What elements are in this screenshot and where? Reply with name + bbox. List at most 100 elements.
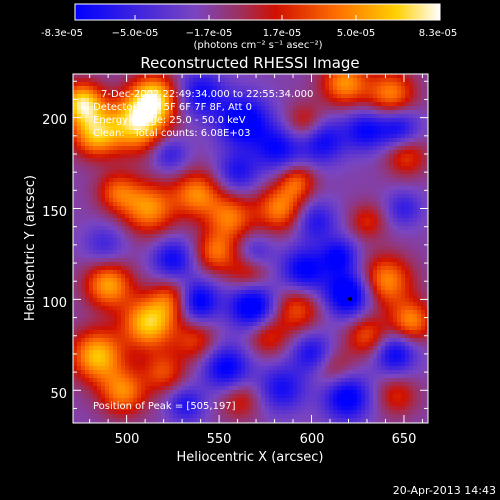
heatmap-cell [137, 202, 141, 206]
heatmap-cell [233, 222, 237, 226]
heatmap-cell [109, 294, 113, 298]
heatmap-cell [245, 242, 249, 246]
heatmap-cell [389, 230, 393, 234]
heatmap-cell [357, 242, 361, 246]
heatmap-cell [325, 90, 329, 94]
heatmap-cell [205, 290, 209, 294]
heatmap-cell [349, 210, 353, 214]
heatmap-cell [109, 234, 113, 238]
heatmap-cell [153, 222, 157, 226]
heatmap-cell [409, 270, 413, 274]
heatmap-cell [269, 186, 273, 190]
heatmap-cell [329, 154, 333, 158]
heatmap-cell [265, 170, 269, 174]
heatmap-cell [233, 126, 237, 130]
heatmap-cell [341, 274, 345, 278]
heatmap-cell [273, 182, 277, 186]
heatmap-cell [121, 170, 125, 174]
heatmap-cell [425, 142, 428, 146]
heatmap-cell [81, 126, 85, 130]
heatmap-cell [397, 206, 401, 210]
heatmap-cell [329, 222, 333, 226]
heatmap-cell [145, 206, 149, 210]
heatmap-cell [237, 194, 241, 198]
heatmap-cell [121, 238, 125, 242]
heatmap-cell [265, 138, 269, 142]
heatmap-cell [233, 266, 237, 270]
heatmap-cell [381, 142, 385, 146]
heatmap-cell [289, 222, 293, 226]
heatmap-cell [221, 138, 225, 142]
heatmap-cell [269, 242, 273, 246]
heatmap-cell [101, 150, 105, 154]
heatmap-cell [361, 226, 365, 230]
heatmap-cell [325, 226, 329, 230]
heatmap-cell [341, 286, 345, 290]
heatmap-cell [181, 286, 185, 290]
heatmap-cell [73, 126, 77, 130]
heatmap-cell [425, 162, 428, 166]
heatmap-cell [401, 126, 405, 130]
heatmap-cell [93, 238, 97, 242]
heatmap-cell [73, 226, 77, 230]
heatmap-cell [297, 90, 301, 94]
heatmap-cell [165, 202, 169, 206]
heatmap-cell [149, 110, 153, 114]
heatmap-cell [361, 270, 365, 274]
heatmap-cell [313, 250, 317, 254]
heatmap-cell [421, 282, 425, 286]
heatmap-cell [129, 174, 133, 178]
heatmap-cell [229, 142, 233, 146]
heatmap-cell [289, 186, 293, 190]
heatmap-cell [165, 98, 169, 102]
heatmap-cell [341, 138, 345, 142]
heatmap-cell [421, 246, 425, 250]
heatmap-cell [405, 122, 409, 126]
heatmap-cell [221, 230, 225, 234]
heatmap-cell [141, 146, 145, 150]
heatmap-cell [193, 250, 197, 254]
heatmap-cell [273, 90, 277, 94]
heatmap-cell [101, 134, 105, 138]
heatmap-cell [153, 150, 157, 154]
heatmap-cell [289, 94, 293, 98]
heatmap-cell [409, 174, 413, 178]
heatmap-cell [113, 142, 117, 146]
heatmap-cell [329, 78, 333, 82]
heatmap-cell [301, 294, 305, 298]
heatmap-cell [177, 78, 181, 82]
heatmap-cell [357, 98, 361, 102]
heatmap-cell [313, 254, 317, 258]
heatmap-cell [281, 194, 285, 198]
heatmap-cell [145, 266, 149, 270]
heatmap-cell [257, 214, 261, 218]
heatmap-cell [425, 166, 428, 170]
heatmap-cell [401, 242, 405, 246]
heatmap-cell [297, 134, 301, 138]
heatmap-cell [317, 126, 321, 130]
heatmap-cell [157, 194, 161, 198]
heatmap-cell [373, 226, 377, 230]
heatmap-cell [289, 130, 293, 134]
heatmap-cell [309, 198, 313, 202]
heatmap-cell [229, 266, 233, 270]
heatmap-cell [81, 74, 85, 78]
heatmap-cell [113, 242, 117, 246]
heatmap-cell [333, 130, 337, 134]
heatmap-cell [353, 74, 357, 78]
heatmap-cell [273, 106, 277, 110]
heatmap-cell [417, 98, 421, 102]
heatmap-cell [381, 114, 385, 118]
heatmap-cell [97, 270, 101, 274]
heatmap-cell [153, 142, 157, 146]
heatmap-cell [113, 138, 117, 142]
heatmap-cell [133, 122, 137, 126]
heatmap-cell [89, 190, 93, 194]
heatmap-cell [345, 158, 349, 162]
heatmap-cell [337, 190, 341, 194]
heatmap-cell [301, 94, 305, 98]
heatmap-cell [97, 166, 101, 170]
heatmap-cell [137, 286, 141, 290]
heatmap-cell [125, 186, 129, 190]
heatmap-cell [277, 242, 281, 246]
